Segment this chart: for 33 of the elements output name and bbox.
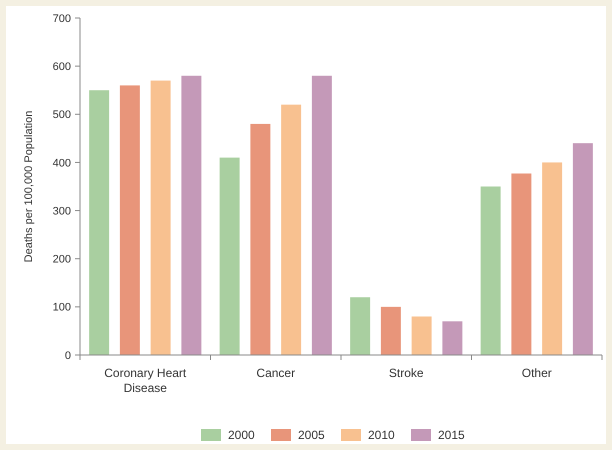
y-tick-label: 600 (52, 60, 71, 73)
y-tick-label: 700 (52, 12, 71, 25)
bar (181, 76, 202, 355)
bar (281, 104, 302, 355)
bar (120, 85, 140, 355)
legend-label: 2010 (368, 428, 396, 442)
bar (89, 90, 110, 355)
y-tick-label: 300 (52, 205, 71, 218)
legend-label: 2015 (438, 428, 466, 442)
y-tick-label: 200 (52, 254, 71, 266)
bar (350, 297, 370, 355)
bar (442, 321, 462, 355)
y-tick-label: 400 (52, 157, 71, 170)
bar (412, 316, 432, 355)
x-tick-label: Stroke (388, 366, 424, 380)
bar (511, 174, 532, 355)
bar (220, 158, 240, 355)
x-tick-label: Cancer (256, 366, 296, 380)
bar (542, 162, 562, 355)
legend-label: 2000 (228, 428, 256, 442)
y-tick-label: 100 (52, 302, 71, 314)
legend-label: 2005 (298, 428, 326, 442)
bar (572, 143, 593, 355)
y-axis-title: Deaths per 100,000 Population (23, 110, 35, 262)
x-tick-label: Other (522, 366, 552, 380)
bar (312, 76, 332, 355)
bar (380, 306, 401, 355)
bar (480, 186, 501, 355)
y-tick-label: 500 (52, 109, 71, 122)
bar (150, 80, 171, 355)
x-tick-label: Coronary Heart Disease (104, 366, 187, 395)
y-tick-label: 0 (64, 350, 71, 362)
bar (250, 124, 270, 355)
